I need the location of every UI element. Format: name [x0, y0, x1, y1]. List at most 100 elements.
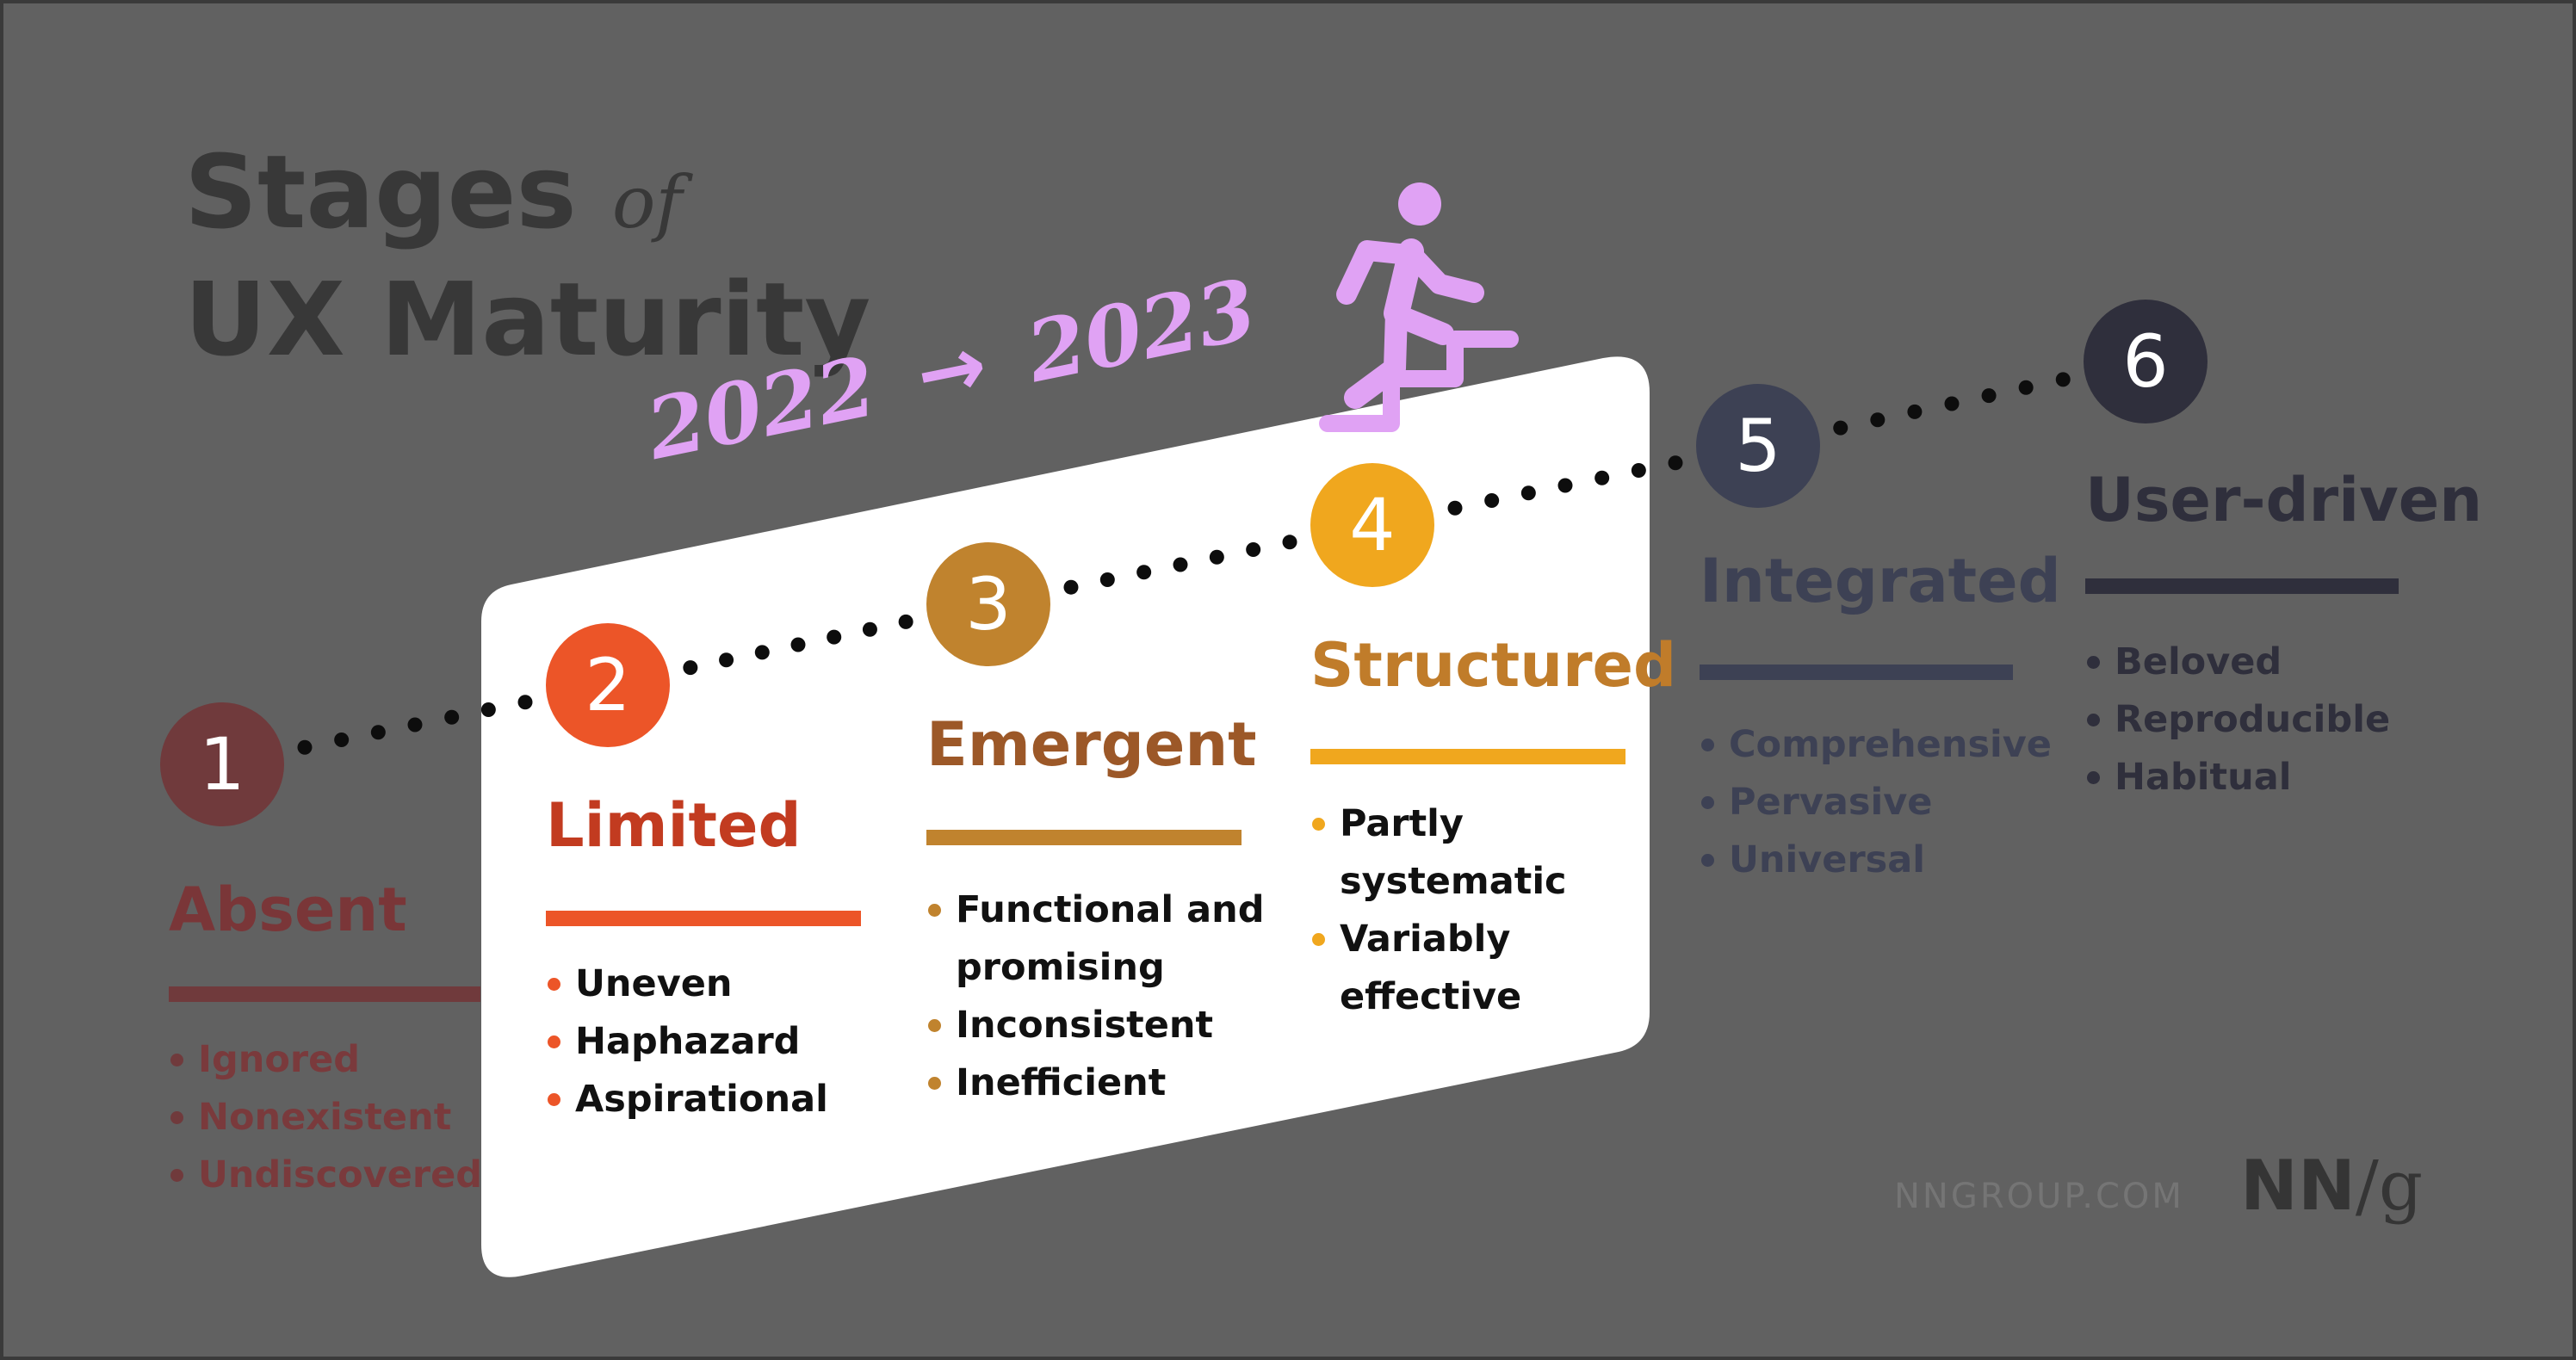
trait-item: Universal — [1700, 831, 2052, 889]
path-dot — [2055, 372, 2071, 387]
path-dot — [297, 739, 313, 755]
stage-5-circle: 5 — [1696, 384, 1820, 508]
path-dot — [1063, 579, 1079, 595]
path-dot — [1870, 412, 1886, 428]
trait-item: Beloved — [2085, 634, 2390, 691]
path-dot — [2018, 380, 2034, 395]
path-dot — [517, 695, 533, 710]
bullet-dot — [548, 1093, 560, 1106]
stage-2-name: Limited — [546, 790, 802, 861]
bullet-dot — [928, 904, 941, 917]
brand-url: NNGROUP.COM — [1894, 1177, 2184, 1216]
bullet-dot — [1312, 933, 1325, 946]
year-arrow: → — [907, 315, 995, 424]
page-title: Stages of — [184, 141, 683, 243]
title-stages: Stages — [184, 133, 577, 251]
trait-item: Pervasive — [1700, 774, 2052, 831]
bullet-dot — [928, 1077, 941, 1090]
stage-2-circle: 2 — [546, 623, 670, 747]
bullet-dot — [1701, 854, 1714, 867]
stage-6-name: User-driven — [2085, 465, 2483, 535]
path-dot — [1981, 388, 1997, 404]
nng-logo: NN/g — [2240, 1152, 2423, 1221]
stage-4-circle: 4 — [1310, 463, 1434, 587]
trait-item: Comprehensive — [1700, 716, 2052, 774]
stage-2-number: 2 — [585, 643, 631, 727]
stage-4-traits: Partly systematic Variably effective — [1310, 795, 1567, 1026]
stage-4-bar — [1310, 749, 1625, 764]
bullet-dot — [2087, 656, 2100, 669]
stage-1-number: 1 — [199, 722, 245, 807]
person-climbing-stairs-icon — [1319, 182, 1519, 432]
bullet-dot — [548, 1035, 560, 1048]
trait-item: Partly — [1310, 795, 1567, 853]
title-of: of — [611, 160, 683, 244]
trait-item-continued: effective — [1340, 975, 1522, 1018]
stage-2-traits: Uneven Haphazard Aspirational — [546, 955, 828, 1128]
bullet-dot — [1312, 818, 1325, 831]
bullet-dot — [928, 1019, 941, 1032]
path-dot — [1447, 500, 1463, 516]
trait-item: Haphazard — [546, 1013, 828, 1071]
logo-slash: / — [2355, 1146, 2379, 1226]
path-dot — [1246, 542, 1261, 558]
bullet-dot — [1701, 739, 1714, 751]
trait-item: Functional and — [926, 881, 1265, 939]
stage-3-circle: 3 — [926, 542, 1050, 666]
trait-item: Inefficient — [926, 1054, 1265, 1112]
path-dot — [862, 621, 877, 637]
stage-6-number: 6 — [2122, 319, 2169, 404]
stage-5-name: Integrated — [1700, 546, 2061, 616]
stage-6-bar — [2085, 578, 2399, 594]
trait-item: Variably — [1310, 911, 1567, 968]
stage-1-traits: Ignored Nonexistent Undiscovered — [169, 1031, 482, 1204]
stage-5-bar — [1700, 665, 2013, 680]
title-ux-maturity: UX Maturity — [184, 260, 871, 379]
trait-item-continued: systematic — [1340, 860, 1567, 903]
logo-nn: NN — [2240, 1146, 2356, 1226]
path-dot — [754, 645, 770, 660]
path-dot — [1520, 485, 1536, 501]
path-dot — [1668, 455, 1683, 471]
path-dot — [827, 629, 842, 645]
stage-1-name: Absent — [169, 875, 407, 945]
highlight-card — [481, 356, 1650, 1277]
path-dot — [334, 733, 350, 748]
trait-item: Nonexistent — [169, 1089, 482, 1147]
trait-item: Undiscovered — [169, 1147, 482, 1204]
trait-item: Habitual — [2085, 749, 2390, 807]
path-dot — [1484, 493, 1500, 509]
stage-3-name: Emergent — [926, 709, 1257, 780]
path-dot — [898, 614, 913, 629]
path-dot — [370, 725, 386, 740]
bullet-dot — [170, 1169, 183, 1182]
bullet-dot — [170, 1054, 183, 1066]
path-dot — [1595, 470, 1610, 485]
path-dot — [790, 637, 806, 652]
trait-item: Reproducible — [2085, 691, 2390, 749]
path-dot — [1631, 462, 1646, 478]
bullet-dot — [170, 1111, 183, 1124]
trait-item: Inconsistent — [926, 997, 1265, 1054]
path-dot — [480, 702, 496, 717]
path-dot — [1944, 396, 1960, 411]
logo-g: g — [2378, 1146, 2424, 1226]
stage-1-bar — [169, 986, 480, 1002]
trait-item-continued: promising — [956, 946, 1165, 989]
bullet-dot — [1701, 796, 1714, 809]
path-dot — [1282, 535, 1297, 550]
stage-6-circle: 6 — [2084, 300, 2208, 423]
trait-item: Ignored — [169, 1031, 482, 1089]
bullet-dot — [548, 978, 560, 991]
bullet-dot — [2087, 714, 2100, 726]
path-dot — [1173, 557, 1188, 572]
path-dot — [683, 660, 698, 676]
path-dot — [444, 709, 460, 725]
bullet-dot — [2087, 771, 2100, 784]
dotted-progress-path — [297, 372, 2071, 755]
path-dot — [719, 652, 734, 668]
path-dot — [1833, 420, 1848, 436]
path-dot — [1907, 404, 1923, 419]
trait-item: Aspirational — [546, 1071, 828, 1128]
